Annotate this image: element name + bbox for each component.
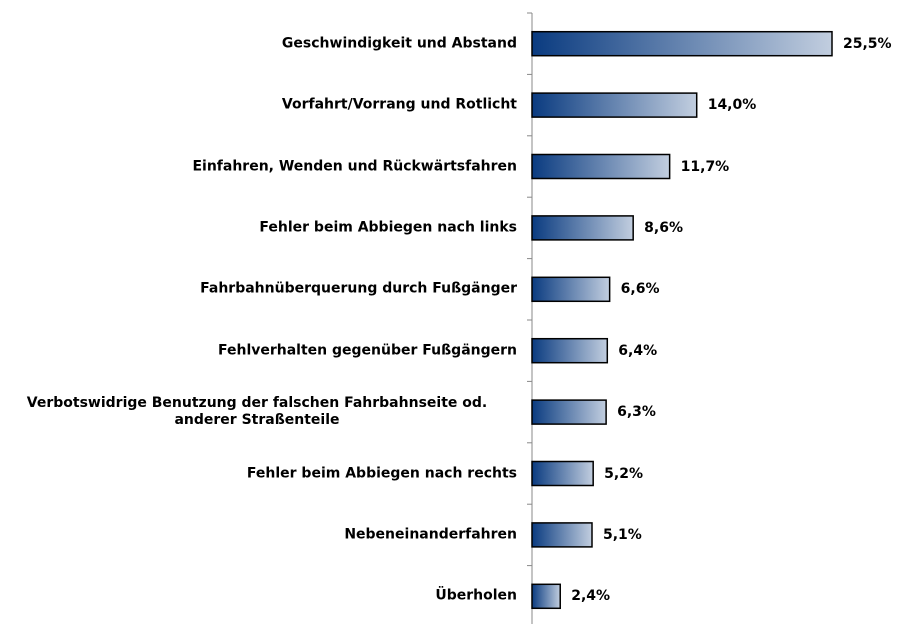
bar: [531, 583, 561, 610]
bar: [531, 399, 607, 425]
value-label: 14,0%: [707, 97, 757, 114]
bar: [531, 215, 634, 241]
value-label: 25,5%: [843, 35, 892, 52]
bar: [531, 276, 611, 303]
category-label: Überholen: [435, 587, 517, 604]
bar: [531, 522, 593, 548]
value-label: 11,7%: [680, 158, 730, 175]
bar: [531, 460, 594, 487]
category-label: Einfahren, Wenden und Rückwärtsfahren: [192, 158, 517, 174]
bar: [531, 153, 671, 180]
bar: [531, 30, 833, 57]
category-label: Verbotswidrige Benutzung der falschen Fa…: [26, 395, 488, 429]
category-label: Fehler beim Abbiegen nach rechts: [246, 465, 517, 481]
category-label: Nebeneinanderfahren: [344, 526, 517, 543]
category-label: Fahrbahnüberquerung durch Fußgänger: [200, 280, 517, 297]
category-label: Fehlverhalten gegenüber Fußgängern: [217, 342, 517, 359]
category-label: Vorfahrt/Vorrang und Rotlicht: [281, 96, 517, 113]
bar: [531, 337, 609, 364]
value-label: 6,4%: [618, 342, 658, 359]
value-label: 6,6%: [620, 281, 660, 298]
category-label: Geschwindigkeit und Abstand: [281, 35, 517, 52]
value-label: 5,1%: [603, 526, 642, 543]
bar: [531, 92, 698, 118]
value-label: 5,2%: [604, 465, 643, 482]
value-label: 8,6%: [644, 219, 683, 236]
category-label: Fehler beim Abbiegen nach links: [259, 219, 517, 236]
value-label: 2,4%: [571, 588, 611, 605]
value-label: 6,3%: [617, 404, 656, 421]
